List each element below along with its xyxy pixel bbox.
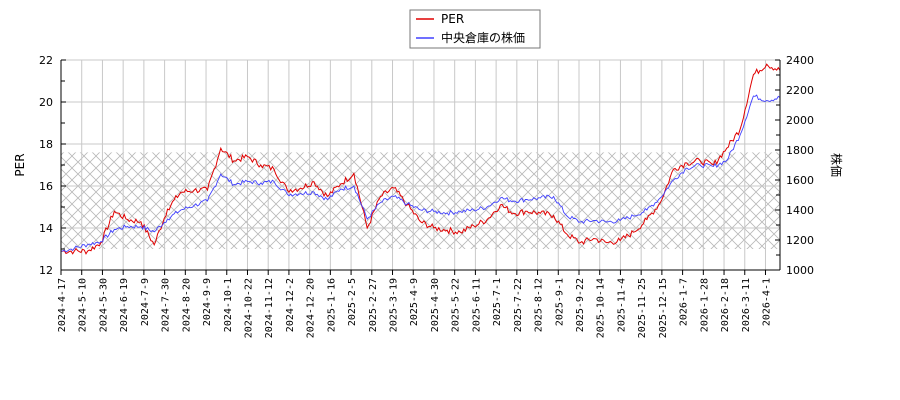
x-tick-label: 2024-7-9	[140, 278, 151, 326]
x-tick-label: 2025-1-16	[326, 278, 337, 332]
x-tick-label: 2025-5-22	[451, 278, 462, 332]
right-tick-label: 1200	[786, 234, 814, 247]
x-tick-label: 2024-6-19	[119, 278, 130, 332]
x-tick-label: 2026-1-28	[699, 278, 710, 332]
left-tick-label: 18	[39, 138, 53, 151]
right-tick-label: 1000	[786, 264, 814, 277]
x-tick-label: 2024-7-30	[161, 278, 172, 332]
right-tick-label: 2200	[786, 84, 814, 97]
right-tick-label: 2400	[786, 54, 814, 67]
x-tick-label: 2024-5-30	[98, 278, 109, 332]
left-tick-label: 14	[39, 222, 53, 235]
x-tick-label: 2025-4-30	[430, 278, 441, 332]
grid-lines	[61, 60, 780, 270]
x-tick-label: 2025-10-14	[596, 278, 607, 338]
x-tick-label: 2025-3-19	[389, 278, 400, 332]
legend: PER 中央倉庫の株価	[409, 9, 541, 49]
x-tick-label: 2025-12-15	[658, 278, 669, 338]
left-tick-label: 20	[39, 96, 53, 109]
x-tick-label: 2025-2-27	[368, 278, 379, 332]
x-tick-label: 2026-3-11	[741, 278, 752, 332]
right-tick-label: 2000	[786, 114, 814, 127]
x-tick-label: 2025-11-4	[616, 278, 627, 332]
x-tick-label: 2024-8-20	[181, 278, 192, 332]
x-tick-label: 2024-11-12	[264, 278, 275, 338]
x-tick-label: 2025-8-12	[534, 278, 545, 332]
x-tick-label: 2025-9-1	[554, 278, 565, 326]
right-tick-label: 1400	[786, 204, 814, 217]
per-line	[60, 63, 781, 255]
x-tick-label: 2026-2-18	[720, 278, 731, 332]
right-y-axis: 1000 1200 1400 1600 1800 2000 2200 2400	[775, 54, 814, 277]
x-tick-label: 2024-10-22	[243, 278, 254, 338]
left-tick-label: 12	[39, 264, 53, 277]
right-tick-label: 1800	[786, 144, 814, 157]
x-tick-label: 2025-7-22	[513, 278, 524, 332]
left-tick-label: 22	[39, 54, 53, 67]
per-legend-label: PER	[441, 12, 464, 26]
x-tick-label: 2024-10-1	[223, 278, 234, 332]
left-tick-label: 16	[39, 180, 53, 193]
left-y-axis: 12 14 16 18 20 22	[39, 54, 66, 277]
x-tick-label: 2026-4-1	[761, 278, 772, 326]
x-tick-label: 2025-4-9	[409, 278, 420, 326]
x-tick-label: 2024-12-2	[285, 278, 296, 332]
x-tick-label: 2025-7-1	[492, 278, 503, 326]
x-axis: 2024-4-17 2024-5-10 2024-5-30 2024-6-19 2024…	[57, 270, 772, 338]
x-tick-label: 2025-11-25	[637, 278, 648, 338]
x-tick-label: 2026-1-7	[679, 278, 690, 326]
right-axis-title: 株価	[829, 153, 844, 177]
x-tick-label: 2024-9-9	[202, 278, 213, 326]
x-tick-label: 2024-5-10	[78, 278, 89, 332]
left-axis-title: PER	[13, 153, 27, 176]
x-tick-label: 2025-2-5	[347, 278, 358, 326]
x-tick-label: 2024-4-17	[57, 278, 68, 332]
shaded-band	[61, 152, 780, 249]
x-tick-label: 2025-6-11	[471, 278, 482, 332]
x-tick-label: 2024-12-20	[306, 278, 317, 338]
price-line	[60, 94, 781, 253]
right-tick-label: 1600	[786, 174, 814, 187]
x-tick-label: 2025-9-22	[575, 278, 586, 332]
price-legend-label: 中央倉庫の株価	[441, 30, 525, 45]
